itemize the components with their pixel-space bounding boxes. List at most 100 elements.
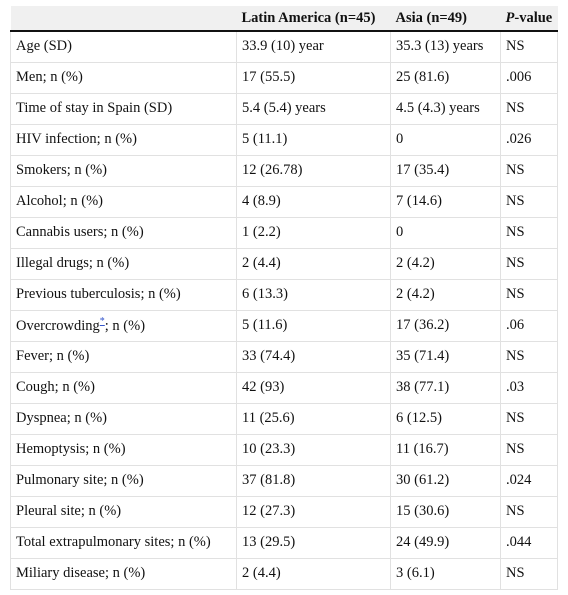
cell-p-value: .06	[500, 309, 558, 342]
cell-asia: 0	[390, 216, 501, 249]
table-row: HIV infection; n (%) 5 (11.1) 0.026	[10, 123, 558, 156]
variable-suffix: ; n (%)	[104, 317, 146, 334]
cell-latin-america: 17 (55.5)	[236, 61, 391, 94]
variable-label: Hemoptysis; n (%)	[16, 441, 126, 457]
cell-variable: Smokers; n (%)	[10, 154, 237, 187]
cell-p-value: .024	[500, 464, 558, 497]
variable-label: Total extrapulmonary sites; n (%)	[16, 534, 211, 550]
cell-variable: Overcrowding*; n (%)	[10, 309, 237, 342]
variable-label: Overcrowding	[16, 317, 100, 334]
cell-latin-america: 33.9 (10) year	[236, 30, 391, 63]
cell-p-value: .03	[500, 371, 558, 404]
cell-p-value: NS	[500, 154, 558, 187]
variable-label: Men; n (%)	[16, 69, 83, 85]
variable-label: Age (SD)	[16, 38, 72, 55]
cell-asia: 11 (16.7)	[390, 433, 501, 466]
cell-p-value: NS	[500, 278, 558, 311]
table-row: Total extrapulmonary sites; n (%) 13 (29.…	[10, 526, 558, 559]
cell-asia: 2 (4.2)	[390, 247, 501, 280]
cell-variable: Total extrapulmonary sites; n (%)	[10, 526, 237, 559]
cell-variable: HIV infection; n (%)	[10, 123, 237, 156]
table-row: Age (SD) 33.9 (10) year 35.3 (13) years NS	[10, 30, 558, 63]
cell-variable: Men; n (%)	[10, 61, 237, 94]
cell-variable: Cannabis users; n (%)	[10, 216, 237, 249]
cell-p-value: NS	[500, 216, 558, 249]
cell-p-value: NS	[500, 185, 558, 218]
cell-latin-america: 5 (11.6)	[236, 309, 391, 342]
table-row: Pleural site; n (%) 12 (27.3) 15 (30.6) NS	[10, 495, 558, 528]
table-row: Time of stay in Spain (SD) 5.4 (5.4) year…	[10, 92, 558, 125]
table-body: Age (SD) 33.9 (10) year 35.3 (13) years NS M…	[10, 30, 558, 590]
cell-variable: Pleural site; n (%)	[10, 495, 237, 528]
cell-variable: Fever; n (%)	[10, 340, 237, 373]
variable-label: Cough; n (%)	[16, 379, 95, 395]
header-p-suffix: -value	[514, 9, 553, 26]
cell-variable: Cough; n (%)	[10, 371, 237, 404]
footnote-link[interactable]: *	[99, 316, 105, 328]
variable-label: Pulmonary site; n (%)	[16, 472, 144, 488]
cell-latin-america: 10 (23.3)	[236, 433, 391, 466]
header-row: Latin America (n=45) Asia (n=49) P-value	[10, 6, 558, 32]
table-row: Previous tuberculosis; n (%) 6 (13.3) 2 (4…	[10, 278, 558, 311]
cell-variable: Miliary disease; n (%)	[10, 557, 237, 590]
table-row: Dyspnea; n (%) 11 (25.6) 6 (12.5) NS	[10, 402, 558, 435]
cell-variable: Hemoptysis; n (%)	[10, 433, 237, 466]
table-row: Cough; n (%) 42 (93) 38 (77.1) .03	[10, 371, 558, 404]
cell-p-value: NS	[500, 92, 558, 125]
cell-variable: Time of stay in Spain (SD)	[10, 92, 237, 125]
table-row: Hemoptysis; n (%) 10 (23.3) 11 (16.7) NS	[10, 433, 558, 466]
cell-asia: 3 (6.1)	[390, 557, 501, 590]
cell-p-value: .044	[500, 526, 558, 559]
cell-asia: 6 (12.5)	[390, 402, 501, 435]
cell-latin-america: 1 (2.2)	[236, 216, 391, 249]
cell-latin-america: 6 (13.3)	[236, 278, 391, 311]
variable-label: Previous tuberculosis; n (%)	[16, 286, 181, 302]
cell-latin-america: 42 (93)	[236, 371, 391, 404]
variable-label: Fever; n (%)	[16, 348, 90, 364]
table-row: Overcrowding*; n (%) 5 (11.6) 17 (36.2) .06	[10, 309, 558, 342]
table-row: Men; n (%) 17 (55.5) 25 (81.6) .006	[10, 61, 558, 94]
cell-latin-america: 2 (4.4)	[236, 557, 391, 590]
table-row: Miliary disease; n (%) 2 (4.4) 3 (6.1) NS	[10, 557, 558, 590]
cell-asia: 15 (30.6)	[390, 495, 501, 528]
header-variable	[10, 6, 237, 32]
cell-latin-america: 13 (29.5)	[236, 526, 391, 559]
cell-latin-america: 12 (26.78)	[236, 154, 391, 187]
table-row: Pulmonary site; n (%) 37 (81.8) 30 (61.2).…	[10, 464, 558, 497]
cell-asia: 25 (81.6)	[390, 61, 501, 94]
cell-asia: 7 (14.6)	[390, 185, 501, 218]
header-asia: Asia (n=49)	[390, 6, 501, 32]
cell-asia: 4.5 (4.3) years	[390, 92, 501, 125]
cell-latin-america: 37 (81.8)	[236, 464, 391, 497]
cell-asia: 17 (36.2)	[390, 309, 501, 342]
cell-asia: 35.3 (13) years	[390, 30, 501, 63]
cell-p-value: NS	[500, 247, 558, 280]
header-latin-america: Latin America (n=45)	[236, 6, 391, 32]
cell-p-value: NS	[500, 340, 558, 373]
table-row: Smokers; n (%) 12 (26.78) 17 (35.4) NS	[10, 154, 558, 187]
cell-asia: 24 (49.9)	[390, 526, 501, 559]
variable-label: Dyspnea; n (%)	[16, 410, 108, 426]
cell-variable: Illegal drugs; n (%)	[10, 247, 237, 280]
cell-latin-america: 2 (4.4)	[236, 247, 391, 280]
cell-p-value: .006	[500, 61, 558, 94]
variable-label: Cannabis users; n (%)	[16, 224, 144, 240]
cell-p-value: NS	[500, 433, 558, 466]
cell-latin-america: 5 (11.1)	[236, 123, 391, 156]
cell-variable: Previous tuberculosis; n (%)	[10, 278, 237, 311]
cell-p-value: NS	[500, 495, 558, 528]
cell-latin-america: 11 (25.6)	[236, 402, 391, 435]
cell-asia: 2 (4.2)	[390, 278, 501, 311]
table-row: Cannabis users; n (%) 1 (2.2) 0 NS	[10, 216, 558, 249]
table-row: Alcohol; n (%) 4 (8.9) 7 (14.6) NS	[10, 185, 558, 218]
cell-latin-america: 5.4 (5.4) years	[236, 92, 391, 125]
variable-label: Smokers; n (%)	[16, 162, 108, 178]
comparison-table: Latin America (n=45) Asia (n=49) P-value…	[10, 6, 558, 590]
cell-asia: 17 (35.4)	[390, 154, 501, 187]
variable-label: HIV infection; n (%)	[16, 131, 137, 147]
variable-label: Illegal drugs; n (%)	[16, 255, 130, 271]
cell-variable: Dyspnea; n (%)	[10, 402, 237, 435]
cell-p-value: NS	[500, 30, 558, 63]
cell-p-value: .026	[500, 123, 558, 156]
variable-label: Time of stay in Spain (SD)	[16, 100, 173, 116]
